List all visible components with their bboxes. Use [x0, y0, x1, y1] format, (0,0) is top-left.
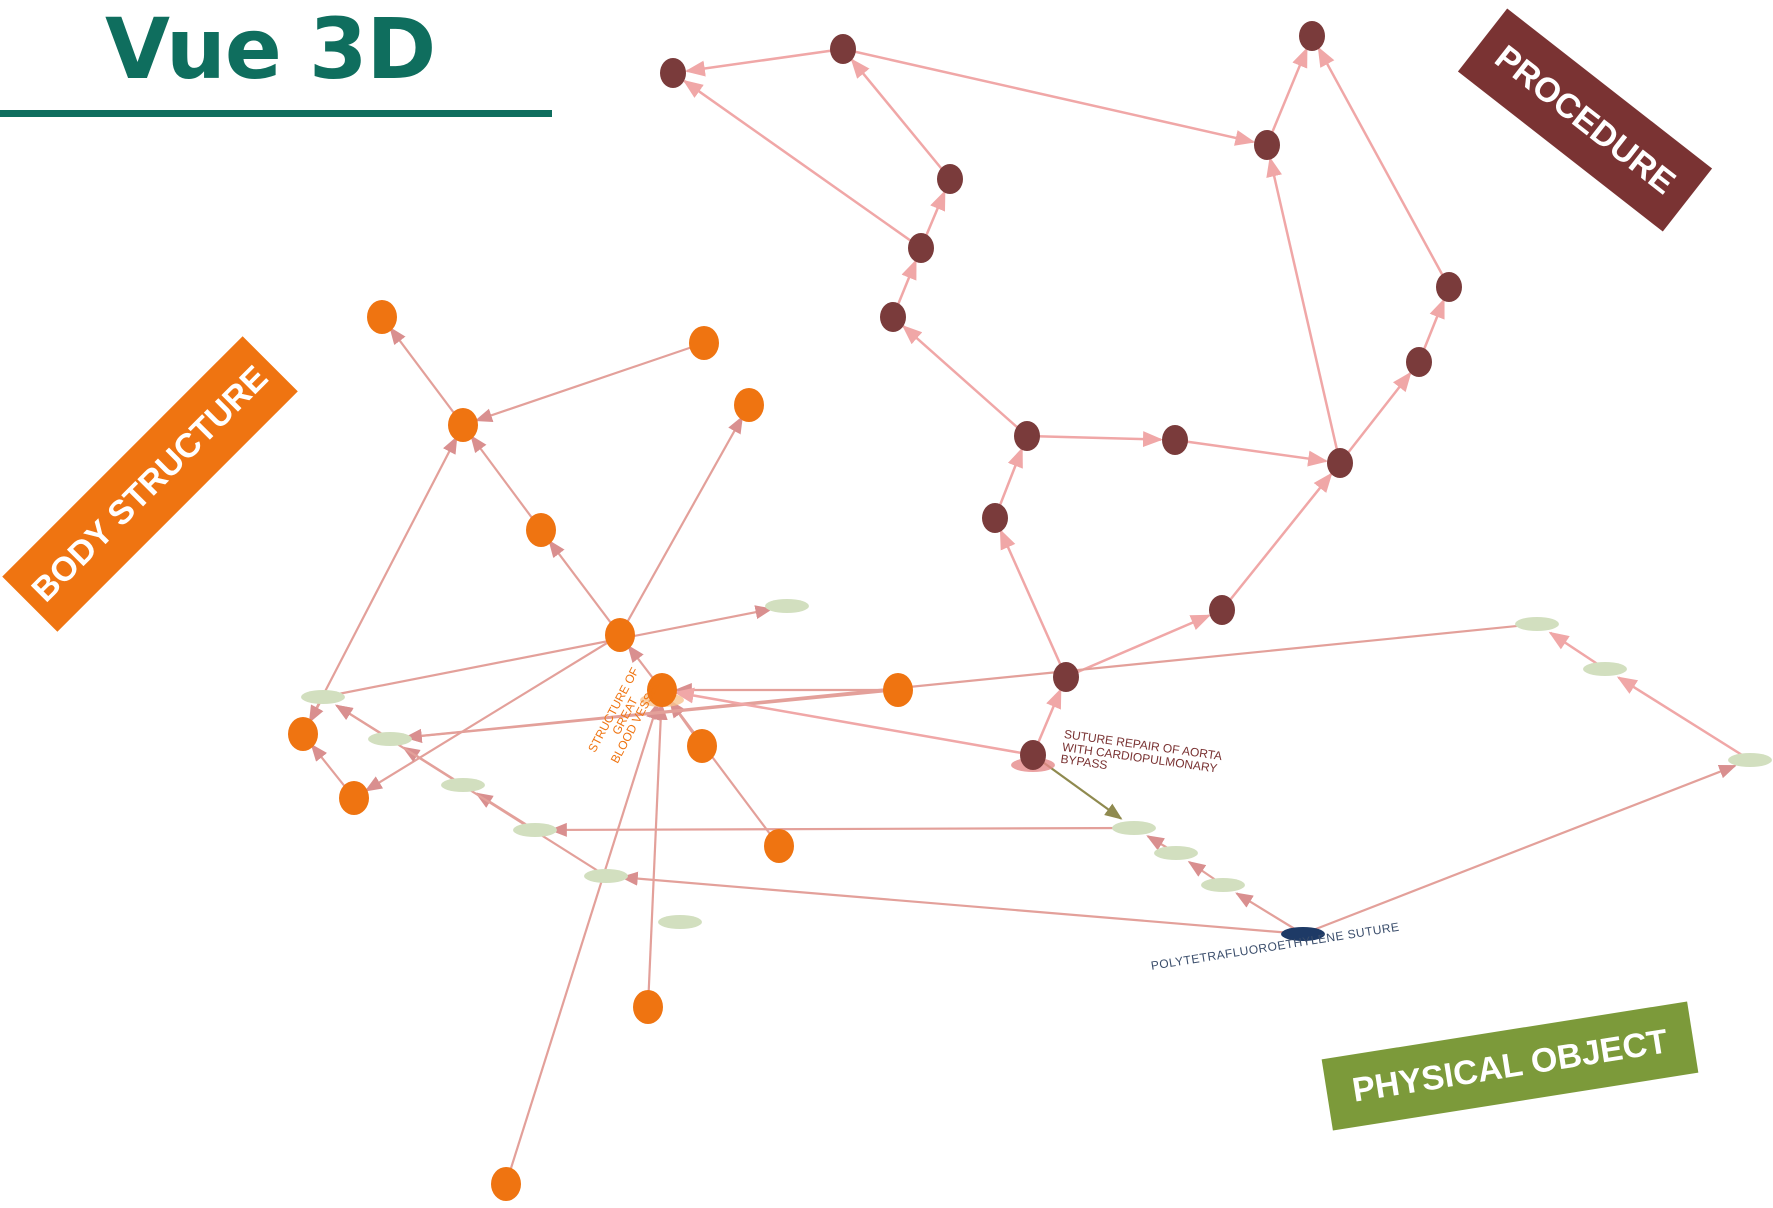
graph-edge: [302, 435, 458, 735]
graph-edge: [1302, 764, 1737, 936]
body-structure-node[interactable]: [647, 673, 677, 707]
physical-object-node[interactable]: [1728, 753, 1772, 767]
procedure-node[interactable]: [908, 233, 934, 263]
body-structure-node[interactable]: [288, 717, 318, 751]
graph-edge: [1266, 156, 1342, 464]
procedure-node[interactable]: [1014, 421, 1040, 451]
graph-edge: [1065, 614, 1211, 679]
body-structure-node[interactable]: [491, 1167, 521, 1201]
graph-edge: [322, 605, 774, 699]
physical-object-node[interactable]: [1583, 662, 1627, 676]
graph-edge: [999, 528, 1068, 678]
graph-edge: [669, 699, 780, 847]
physical-object-node[interactable]: [301, 690, 345, 704]
body-structure-node[interactable]: [734, 388, 764, 422]
graph-edge: [1026, 431, 1164, 448]
procedure-node[interactable]: [1053, 662, 1079, 692]
procedure-node[interactable]: [1162, 425, 1188, 455]
graph-edge: [901, 324, 1028, 437]
node-layer: [288, 21, 1772, 1201]
procedure-node[interactable]: [880, 302, 906, 332]
graph-edge: [1235, 892, 1304, 935]
graph-edge: [850, 58, 951, 180]
graph-edge: [1317, 46, 1451, 288]
procedure-node[interactable]: [1436, 272, 1462, 302]
graph-edge: [1174, 438, 1329, 467]
physical-object-node[interactable]: [513, 823, 557, 837]
procedure-node[interactable]: [1254, 130, 1280, 160]
procedure-node[interactable]: [1299, 21, 1325, 51]
graph-edge: [548, 539, 621, 636]
focus-node[interactable]: [1281, 927, 1325, 941]
physical-object-node[interactable]: [658, 915, 702, 929]
body-structure-node[interactable]: [339, 781, 369, 815]
procedure-node[interactable]: [1327, 448, 1353, 478]
graph-edge: [470, 434, 542, 531]
body-structure-node[interactable]: [764, 829, 794, 863]
body-structure-node[interactable]: [687, 729, 717, 763]
graph-edge: [364, 634, 621, 792]
graph-edge: [842, 47, 1256, 146]
page-title: Vue 3D: [105, 0, 436, 98]
physical-object-node[interactable]: [584, 869, 628, 883]
graph-edge: [1616, 676, 1751, 762]
graph-edge: [404, 688, 899, 743]
graph-edge: [619, 415, 744, 636]
physical-object-node[interactable]: [368, 732, 412, 746]
body-structure-node[interactable]: [633, 990, 663, 1024]
graph-edge: [646, 702, 668, 1008]
body-structure-node[interactable]: [367, 300, 397, 334]
body-structure-node[interactable]: [526, 513, 556, 547]
physical-object-node[interactable]: [1112, 821, 1156, 835]
body-structure-node[interactable]: [448, 408, 478, 442]
title-underline: [0, 110, 552, 117]
graph-edge: [1265, 47, 1308, 146]
body-structure-node[interactable]: [689, 326, 719, 360]
graph-edge: [389, 326, 464, 426]
graph-edge: [620, 871, 1304, 936]
physical-object-node[interactable]: [1154, 846, 1198, 860]
graph-edge: [474, 341, 705, 423]
graph-edge: [1339, 371, 1412, 464]
procedure-node[interactable]: [830, 34, 856, 64]
physical-object-node[interactable]: [765, 599, 809, 613]
body-structure-node[interactable]: [883, 673, 913, 707]
physical-object-node[interactable]: [1515, 617, 1559, 631]
body-structure-node[interactable]: [605, 618, 635, 652]
procedure-node[interactable]: [1020, 740, 1046, 770]
graph-edge: [549, 822, 1135, 837]
physical-object-node[interactable]: [441, 778, 485, 792]
graph-edge: [1221, 472, 1333, 611]
graph-edge: [504, 701, 660, 1185]
procedure-node[interactable]: [1209, 595, 1235, 625]
procedure-node[interactable]: [982, 503, 1008, 533]
physical-object-node[interactable]: [1201, 878, 1245, 892]
graph-edge: [673, 687, 1034, 757]
procedure-node[interactable]: [937, 164, 963, 194]
procedure-node[interactable]: [660, 58, 686, 88]
edge-layer: [302, 46, 1751, 1185]
graph-edge: [682, 79, 922, 250]
graph-edge: [684, 47, 844, 77]
procedure-node[interactable]: [1406, 347, 1432, 377]
